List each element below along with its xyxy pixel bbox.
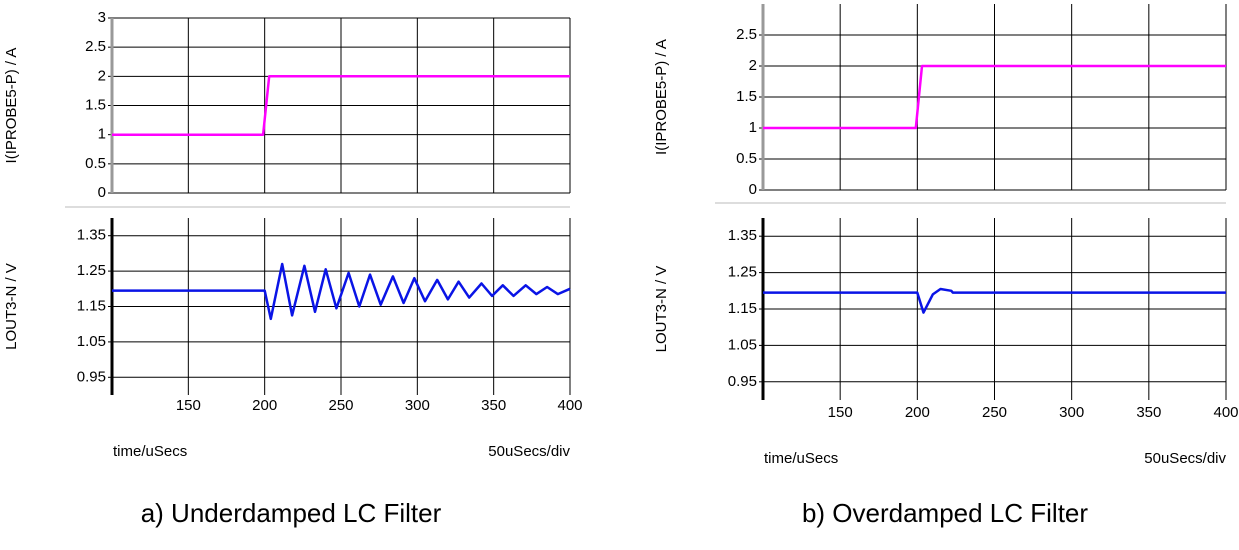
x-tick-label: 350: [1136, 404, 1161, 421]
y-axis-label: LOUT3-N / V: [3, 263, 20, 350]
x-tick-label: 400: [557, 397, 582, 414]
x-tick-label: 150: [828, 404, 853, 421]
y-tick-label: 1.15: [77, 297, 106, 314]
y-axis-label: LOUT3-N / V: [653, 266, 670, 353]
y-tick-label: 1: [749, 119, 757, 136]
x-tick-label: 250: [982, 404, 1007, 421]
y-tick-label: 1.25: [728, 264, 757, 281]
y-tick-label: 2.5: [85, 38, 106, 55]
y-tick-label: 0.5: [736, 150, 757, 167]
y-tick-label: 1.25: [77, 262, 106, 279]
y-tick-label: 0.5: [85, 155, 106, 172]
y-tick-label: 1.35: [77, 227, 106, 244]
y-tick-label: 0: [98, 184, 106, 201]
y-tick-label: 1.05: [77, 333, 106, 350]
x-tick-label: 350: [481, 397, 506, 414]
x-axis-label: time/uSecs: [764, 450, 838, 467]
x-tick-label: 150: [176, 397, 201, 414]
y-tick-label: 3: [98, 9, 106, 26]
data-line: [763, 64, 1226, 130]
y-tick-label: 0: [749, 181, 757, 198]
caption: b) Overdamped LC Filter: [802, 498, 1088, 528]
y-tick-label: 2: [749, 57, 757, 74]
data-line: [763, 287, 1226, 314]
x-tick-label: 250: [328, 397, 353, 414]
x-tick-label: 200: [252, 397, 277, 414]
y-tick-label: 1.35: [728, 227, 757, 244]
y-tick-label: 1.15: [728, 300, 757, 317]
x-tick-label: 400: [1213, 404, 1238, 421]
x-tick-label: 200: [905, 404, 930, 421]
y-tick-label: 2: [98, 67, 106, 84]
y-tick-label: 2.5: [736, 26, 757, 43]
y-tick-label: 1.05: [728, 336, 757, 353]
y-tick-label: 1.5: [85, 96, 106, 113]
y-axis-label: I(IPROBE5-P) / A: [3, 48, 20, 164]
caption: a) Underdamped LC Filter: [141, 498, 442, 528]
x-tick-label: 300: [1059, 404, 1084, 421]
data-line: [112, 262, 571, 321]
x-scale-label: 50uSecs/div: [1144, 450, 1226, 467]
x-tick-label: 300: [405, 397, 430, 414]
data-line: [112, 75, 570, 136]
x-scale-label: 50uSecs/div: [488, 443, 570, 460]
y-axis-label: I(IPROBE5-P) / A: [653, 39, 670, 155]
x-axis-label: time/uSecs: [113, 443, 187, 460]
y-tick-label: 0.95: [728, 373, 757, 390]
y-tick-label: 1.5: [736, 88, 757, 105]
y-tick-label: 0.95: [77, 368, 106, 385]
y-tick-label: 1: [98, 126, 106, 143]
